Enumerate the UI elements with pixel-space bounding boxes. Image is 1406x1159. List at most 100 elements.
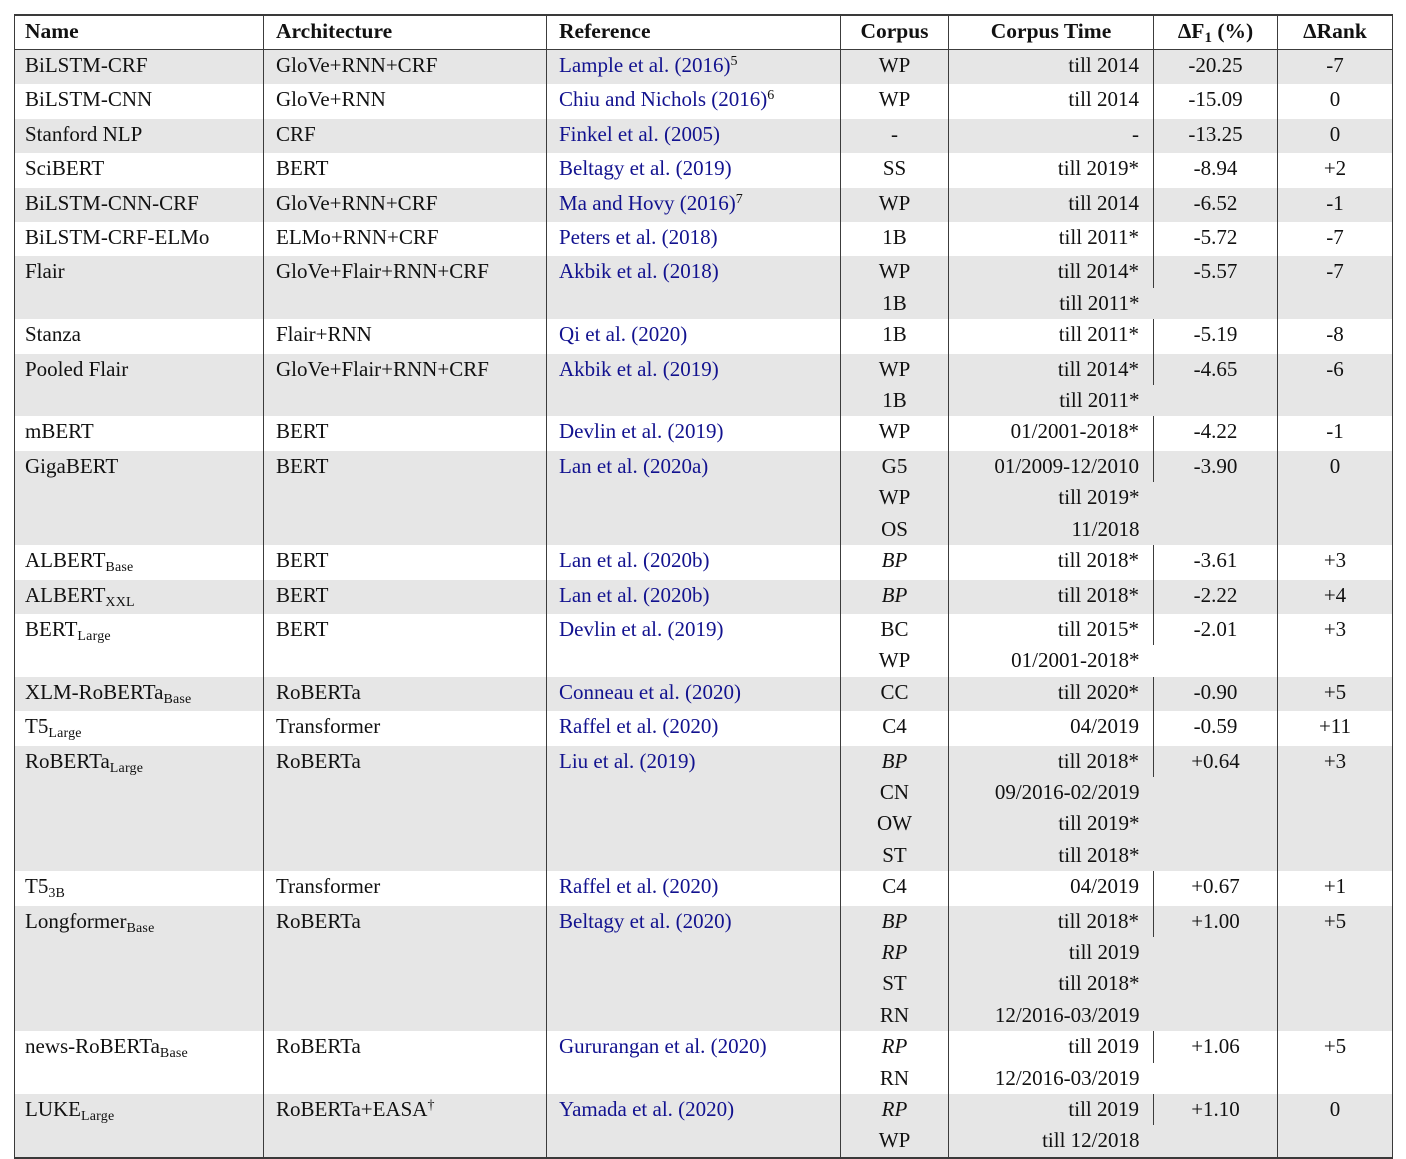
corpus-time: till 2018* xyxy=(948,745,1154,777)
model-name-cell: T5Large xyxy=(15,711,264,745)
table-row: RN 12/2016-03/2019 xyxy=(15,1062,1393,1094)
architecture-cell: Transformer xyxy=(263,871,547,906)
table-row: RoBERTaLarge RoBERTa Liu et al. (2019) BP ti… xyxy=(14,745,1393,872)
reference-link[interactable]: Lan et al. (2020b) xyxy=(559,548,710,573)
reference-link[interactable]: Qi et al. (2020) xyxy=(559,322,688,347)
corpus-code: WP xyxy=(840,84,949,119)
delta-rank-value: +5 xyxy=(1277,676,1393,712)
corpus-code: ST xyxy=(840,839,949,872)
delta-f1-value: -6.52 xyxy=(1153,187,1278,223)
corpus-time: till 2011* xyxy=(948,319,1154,354)
reference-link[interactable]: Finkel et al. (2005) xyxy=(559,121,720,146)
delta-f1-value: -8.94 xyxy=(1193,156,1238,181)
reference-link[interactable]: Yamada et al. (2020) xyxy=(559,1097,735,1121)
model-name-cell: XLM-RoBERTaBase xyxy=(14,676,264,712)
reference-link[interactable]: Conneau et al. (2020) xyxy=(559,679,741,704)
model-name-cell: BiLSTM-CRF xyxy=(14,49,264,85)
reference-link[interactable]: Akbik et al. (2018) xyxy=(559,259,719,284)
model-name-cell: RoBERTaLarge xyxy=(14,745,264,872)
architecture-label: BERT xyxy=(276,453,329,478)
architecture-label: ELMo+RNN+CRF xyxy=(276,225,439,250)
corpus-time: till 2011* xyxy=(948,222,1154,257)
reference-cell: Conneau et al. (2020) xyxy=(546,676,841,712)
model-name-subscript: Large xyxy=(77,628,111,644)
reference-link[interactable]: Beltagy et al. (2020) xyxy=(559,908,732,933)
reference-cell: Qi et al. (2020) xyxy=(546,319,841,354)
model-name-subscript: Base xyxy=(163,691,192,707)
delta-rank-value: 0 xyxy=(1277,84,1393,119)
architecture-cell: Flair+RNN xyxy=(263,319,547,354)
model-name: BiLSTM-CRF-ELMo xyxy=(25,225,210,250)
architecture-cell: BERT xyxy=(263,450,547,546)
table-row: Stanza Flair+RNN Qi et al. (2020) 1B till 20… xyxy=(15,319,1393,354)
corpus-code: RP xyxy=(840,936,949,969)
reference-link[interactable]: Akbik et al. (2019) xyxy=(559,356,719,381)
delta-f1-value: -4.22 xyxy=(1193,419,1238,444)
corpus-code: WP xyxy=(840,482,949,514)
corpus-code: CC xyxy=(840,676,949,712)
model-name-subscript: Base xyxy=(126,920,155,936)
architecture-cell: Transformer xyxy=(263,711,547,746)
corpus-code: RP xyxy=(840,1094,949,1126)
delta-rank-value: 0 xyxy=(1277,1094,1393,1158)
reference-link[interactable]: Devlin et al. (2019) xyxy=(559,616,724,641)
corpus-time: till 12/2018 xyxy=(948,1125,1154,1158)
architecture-cell: RoBERTa xyxy=(263,1031,547,1094)
table-row: BiLSTM-CRF GloVe+RNN+CRF Lample et al. (20… xyxy=(14,49,1393,85)
table-row: 1B till 2011* xyxy=(15,385,1393,417)
delta-rank-value: +11 xyxy=(1277,711,1393,746)
reference-cell: Devlin et al. (2019) xyxy=(546,416,841,451)
delta-f1-value: -3.61 xyxy=(1193,548,1238,573)
reference-link[interactable]: Lan et al. (2020b) xyxy=(559,582,710,607)
reference-link[interactable]: Beltagy et al. (2019) xyxy=(559,156,732,181)
reference-link[interactable]: Ma and Hovy (2016) xyxy=(559,190,736,215)
reference-cell: Beltagy et al. (2020) xyxy=(546,905,841,1032)
reference-link[interactable]: Liu et al. (2019) xyxy=(559,748,696,773)
table-row: BiLSTM-CNN-CRF GloVe+RNN+CRF Ma and Hovy (… xyxy=(14,187,1393,223)
corpus-time: 01/2009-12/2010 xyxy=(948,450,1154,483)
reference-cell: Liu et al. (2019) xyxy=(546,745,841,872)
table-row: Pooled Flair GloVe+Flair+RNN+CRF Akbik et … xyxy=(14,353,1393,417)
architecture-cell: BERT xyxy=(263,416,547,451)
reference-link[interactable]: Lan et al. (2020a) xyxy=(559,453,709,478)
corpus-code: RN xyxy=(840,999,949,1032)
reference-link[interactable]: Raffel et al. (2020) xyxy=(559,714,719,739)
reference-link[interactable]: Lample et al. (2016) xyxy=(559,53,731,77)
reference-link[interactable]: Gururangan et al. (2020) xyxy=(559,1034,767,1059)
model-name-cell: SciBERT xyxy=(15,153,264,187)
architecture-cell: BERT xyxy=(263,545,547,580)
reference-link[interactable]: Chiu and Nichols (2016) xyxy=(559,87,768,112)
table-row: news-RoBERTaBase RoBERTa Gururangan et al.… xyxy=(15,1031,1393,1094)
delta-f1-header-unit: (%) xyxy=(1211,19,1254,43)
table-row: ST till 2018* xyxy=(15,968,1393,1000)
table-row: BiLSTM-CRF-ELMo ELMo+RNN+CRF Peters et al.… xyxy=(15,222,1393,257)
delta-f1-header-main: ΔF xyxy=(1177,19,1205,43)
corpus-time: 01/2001-2018* xyxy=(948,645,1154,677)
corpus-code: RP xyxy=(840,1031,949,1063)
model-name-cell: T53B xyxy=(15,871,264,905)
corpus-code: WP xyxy=(840,416,949,451)
delta-rank-value: 0 xyxy=(1277,450,1393,546)
model-name: GigaBERT xyxy=(25,453,119,478)
architecture-label: BERT xyxy=(276,548,329,573)
model-name-subscript: Base xyxy=(159,1046,188,1062)
architecture-label: GloVe+RNN+CRF xyxy=(276,190,438,215)
table-row: OW till 2019* xyxy=(15,808,1393,840)
table-row: GigaBERT BERT Lan et al. (2020a) G5 01/2009-… xyxy=(14,450,1393,546)
delta-rank-value: -1 xyxy=(1277,187,1393,223)
corpus-code: OS xyxy=(840,513,949,546)
reference-link[interactable]: Devlin et al. (2019) xyxy=(559,419,724,444)
footnote-marker: 7 xyxy=(735,191,743,207)
architecture-cell: RoBERTa xyxy=(263,745,547,872)
delta-f1-value: -13.25 xyxy=(1153,118,1278,154)
model-name: BERT xyxy=(25,616,78,641)
corpus-code: 1B xyxy=(840,222,949,257)
table-row: WP 01/2001-2018* xyxy=(15,645,1393,677)
table-row: RN 12/2016-03/2019 xyxy=(15,999,1393,1032)
reference-link[interactable]: Peters et al. (2018) xyxy=(559,225,718,250)
corpus-time: 11/2018 xyxy=(948,513,1154,546)
delta-f1-value: -15.09 xyxy=(1188,87,1243,112)
reference-cell: Raffel et al. (2020) xyxy=(546,871,841,906)
reference-link[interactable]: Raffel et al. (2020) xyxy=(559,874,719,899)
table-row: T53B Transformer Raffel et al. (2020) C4 04/… xyxy=(15,871,1393,906)
